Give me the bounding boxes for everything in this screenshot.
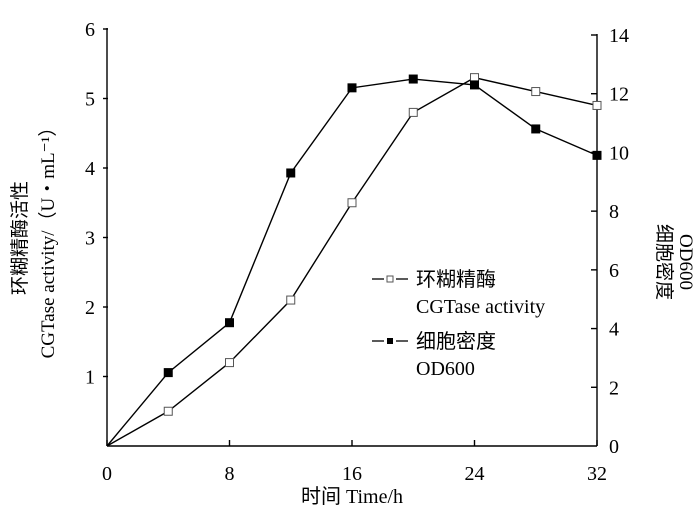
y-right-tick-label: 8 [609,201,619,223]
y-left-tick-label: 4 [85,158,95,180]
y-left-tick-label: 1 [85,367,95,389]
legend-cgtase-cn: 环糊精酶 [416,268,496,291]
legend: 环糊精酶 CGTase activity 细胞密度 OD600 [372,268,545,380]
y-right-tick-label: 14 [609,25,629,47]
x-tick-label: 8 [225,463,235,485]
od600-point [531,124,541,134]
legend-od-cn: 细胞密度 [416,330,496,353]
series-line-cgtase [106,76,598,447]
cgtase-point [225,358,234,368]
x-axis-label: 时间 Time/h [301,485,403,508]
od600-point [163,368,173,378]
cgtase-point [347,198,357,208]
y-left-label-line1: 环糊精酶活性 [9,181,31,295]
cgtase-point [408,107,418,117]
cgtase-point [531,87,541,97]
legend-cgtase-en: CGTase activity [416,296,545,318]
legend-open-square-marker [386,275,394,283]
x-tick-label: 32 [587,463,607,485]
y-right-tick-label: 0 [609,436,619,458]
od600-point [470,80,479,90]
y-right-tick-label: 10 [609,142,629,164]
y-left-tick-label: 6 [85,19,95,41]
cgtase-point [163,406,173,416]
y-left-tick-label: 2 [85,297,95,319]
series-layer [106,73,602,447]
x-tick-label: 16 [342,463,362,485]
y-left-label-line2: CGTase activity/（U・mL⁻¹） [37,118,59,359]
cgtase-point [286,295,296,305]
series-line-od600 [106,78,598,447]
od600-point [286,168,296,178]
y-right-label-line2: OD600 [675,234,696,290]
y-left-tick-label: 5 [85,89,95,111]
od600-point [592,150,602,160]
od600-point [408,74,418,84]
y-right-tick-label: 6 [609,260,619,282]
x-tick-label: 0 [102,463,112,485]
y-right-tick-label: 2 [609,377,619,399]
cgtase-point [592,100,602,110]
od600-point [347,83,357,93]
legend-filled-square-marker [387,338,393,344]
y-right-label-line1: 细胞密度 [653,224,675,300]
y-left-tick-label: 3 [85,228,95,250]
y-right-tick-label: 4 [609,319,619,341]
x-tick-label: 24 [465,463,485,485]
od600-point [225,318,234,328]
y-right-tick-label: 12 [609,84,629,106]
legend-od-en: OD600 [416,358,475,380]
